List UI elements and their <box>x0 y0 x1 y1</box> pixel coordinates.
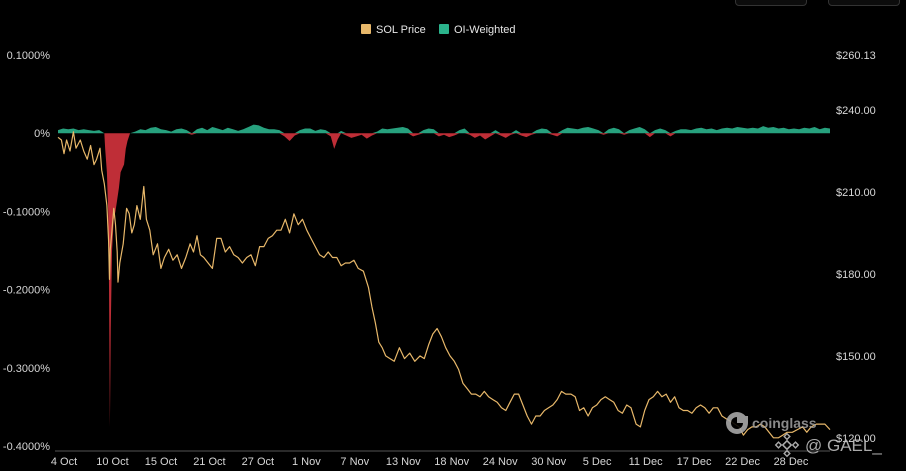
right-tick-label: $180.00 <box>836 269 876 281</box>
x-tick-label: 18 Nov <box>434 456 469 468</box>
oi-weighted-series <box>58 124 830 427</box>
x-tick-label: 24 Nov <box>483 456 518 468</box>
author-handle: @ GAEL_ <box>805 436 882 455</box>
x-tick-label: 28 Dec <box>774 456 809 468</box>
x-tick-label: 5 Dec <box>583 456 612 468</box>
x-tick-label: 11 Dec <box>629 456 664 468</box>
binance-icon <box>774 432 800 458</box>
x-tick-label: 27 Oct <box>242 456 274 468</box>
coinglass-watermark: coinglass @ GAEL_ <box>726 412 882 458</box>
coinglass-wordmark: coinglass <box>752 415 817 431</box>
x-tick-label: 10 Oct <box>96 456 128 468</box>
left-tick-label: -0.4000% <box>3 441 50 453</box>
right-tick-label: $260.13 <box>836 50 876 62</box>
chart-legend: SOL Price OI-Weighted <box>361 24 516 36</box>
oi-weighted-positive-area <box>58 124 830 134</box>
x-tick-label: 30 Nov <box>531 456 566 468</box>
top-control-1[interactable] <box>735 0 807 6</box>
sol-price-line <box>57 131 831 439</box>
x-axis-ticks: 4 Oct 10 Oct 15 Oct 21 Oct 27 Oct 1 Nov 7 Nov 1… <box>51 456 809 468</box>
left-tick-label: 0.1000% <box>7 50 51 62</box>
x-tick-label: 4 Oct <box>51 456 77 468</box>
x-tick-label: 17 Dec <box>677 456 712 468</box>
right-tick-label: $210.00 <box>836 187 876 199</box>
x-tick-label: 13 Nov <box>386 456 421 468</box>
x-tick-label: 21 Oct <box>193 456 225 468</box>
left-tick-label: -0.3000% <box>3 363 50 375</box>
x-tick-label: 1 Nov <box>292 456 321 468</box>
legend-swatch-oi-weighted <box>439 24 449 34</box>
left-tick-label: -0.2000% <box>3 285 50 297</box>
oi-weighted-negative-area <box>58 133 830 427</box>
legend-label-oi-weighted[interactable]: OI-Weighted <box>454 24 516 36</box>
left-tick-label: -0.1000% <box>3 206 50 218</box>
legend-swatch-sol-price <box>361 24 371 34</box>
right-tick-label: $150.00 <box>836 351 876 363</box>
x-tick-label: 15 Oct <box>145 456 177 468</box>
left-axis-ticks: 0.1000% 0% -0.1000% -0.2000% -0.3000% -0.4000… <box>3 50 50 453</box>
top-control-2[interactable] <box>828 0 900 6</box>
sol-price-series <box>57 131 831 439</box>
right-tick-label: $120.00 <box>836 433 876 445</box>
right-axis-ticks: $260.13 $240.00 $210.00 $180.00 $150.00 $120.… <box>836 50 876 445</box>
x-tick-label: 22 Dec <box>725 456 760 468</box>
x-tick-label: 7 Nov <box>340 456 369 468</box>
right-tick-label: $240.00 <box>836 105 876 117</box>
legend-label-sol-price[interactable]: SOL Price <box>376 24 426 36</box>
left-tick-label: 0% <box>34 128 50 140</box>
coinglass-logo-icon <box>726 412 748 434</box>
